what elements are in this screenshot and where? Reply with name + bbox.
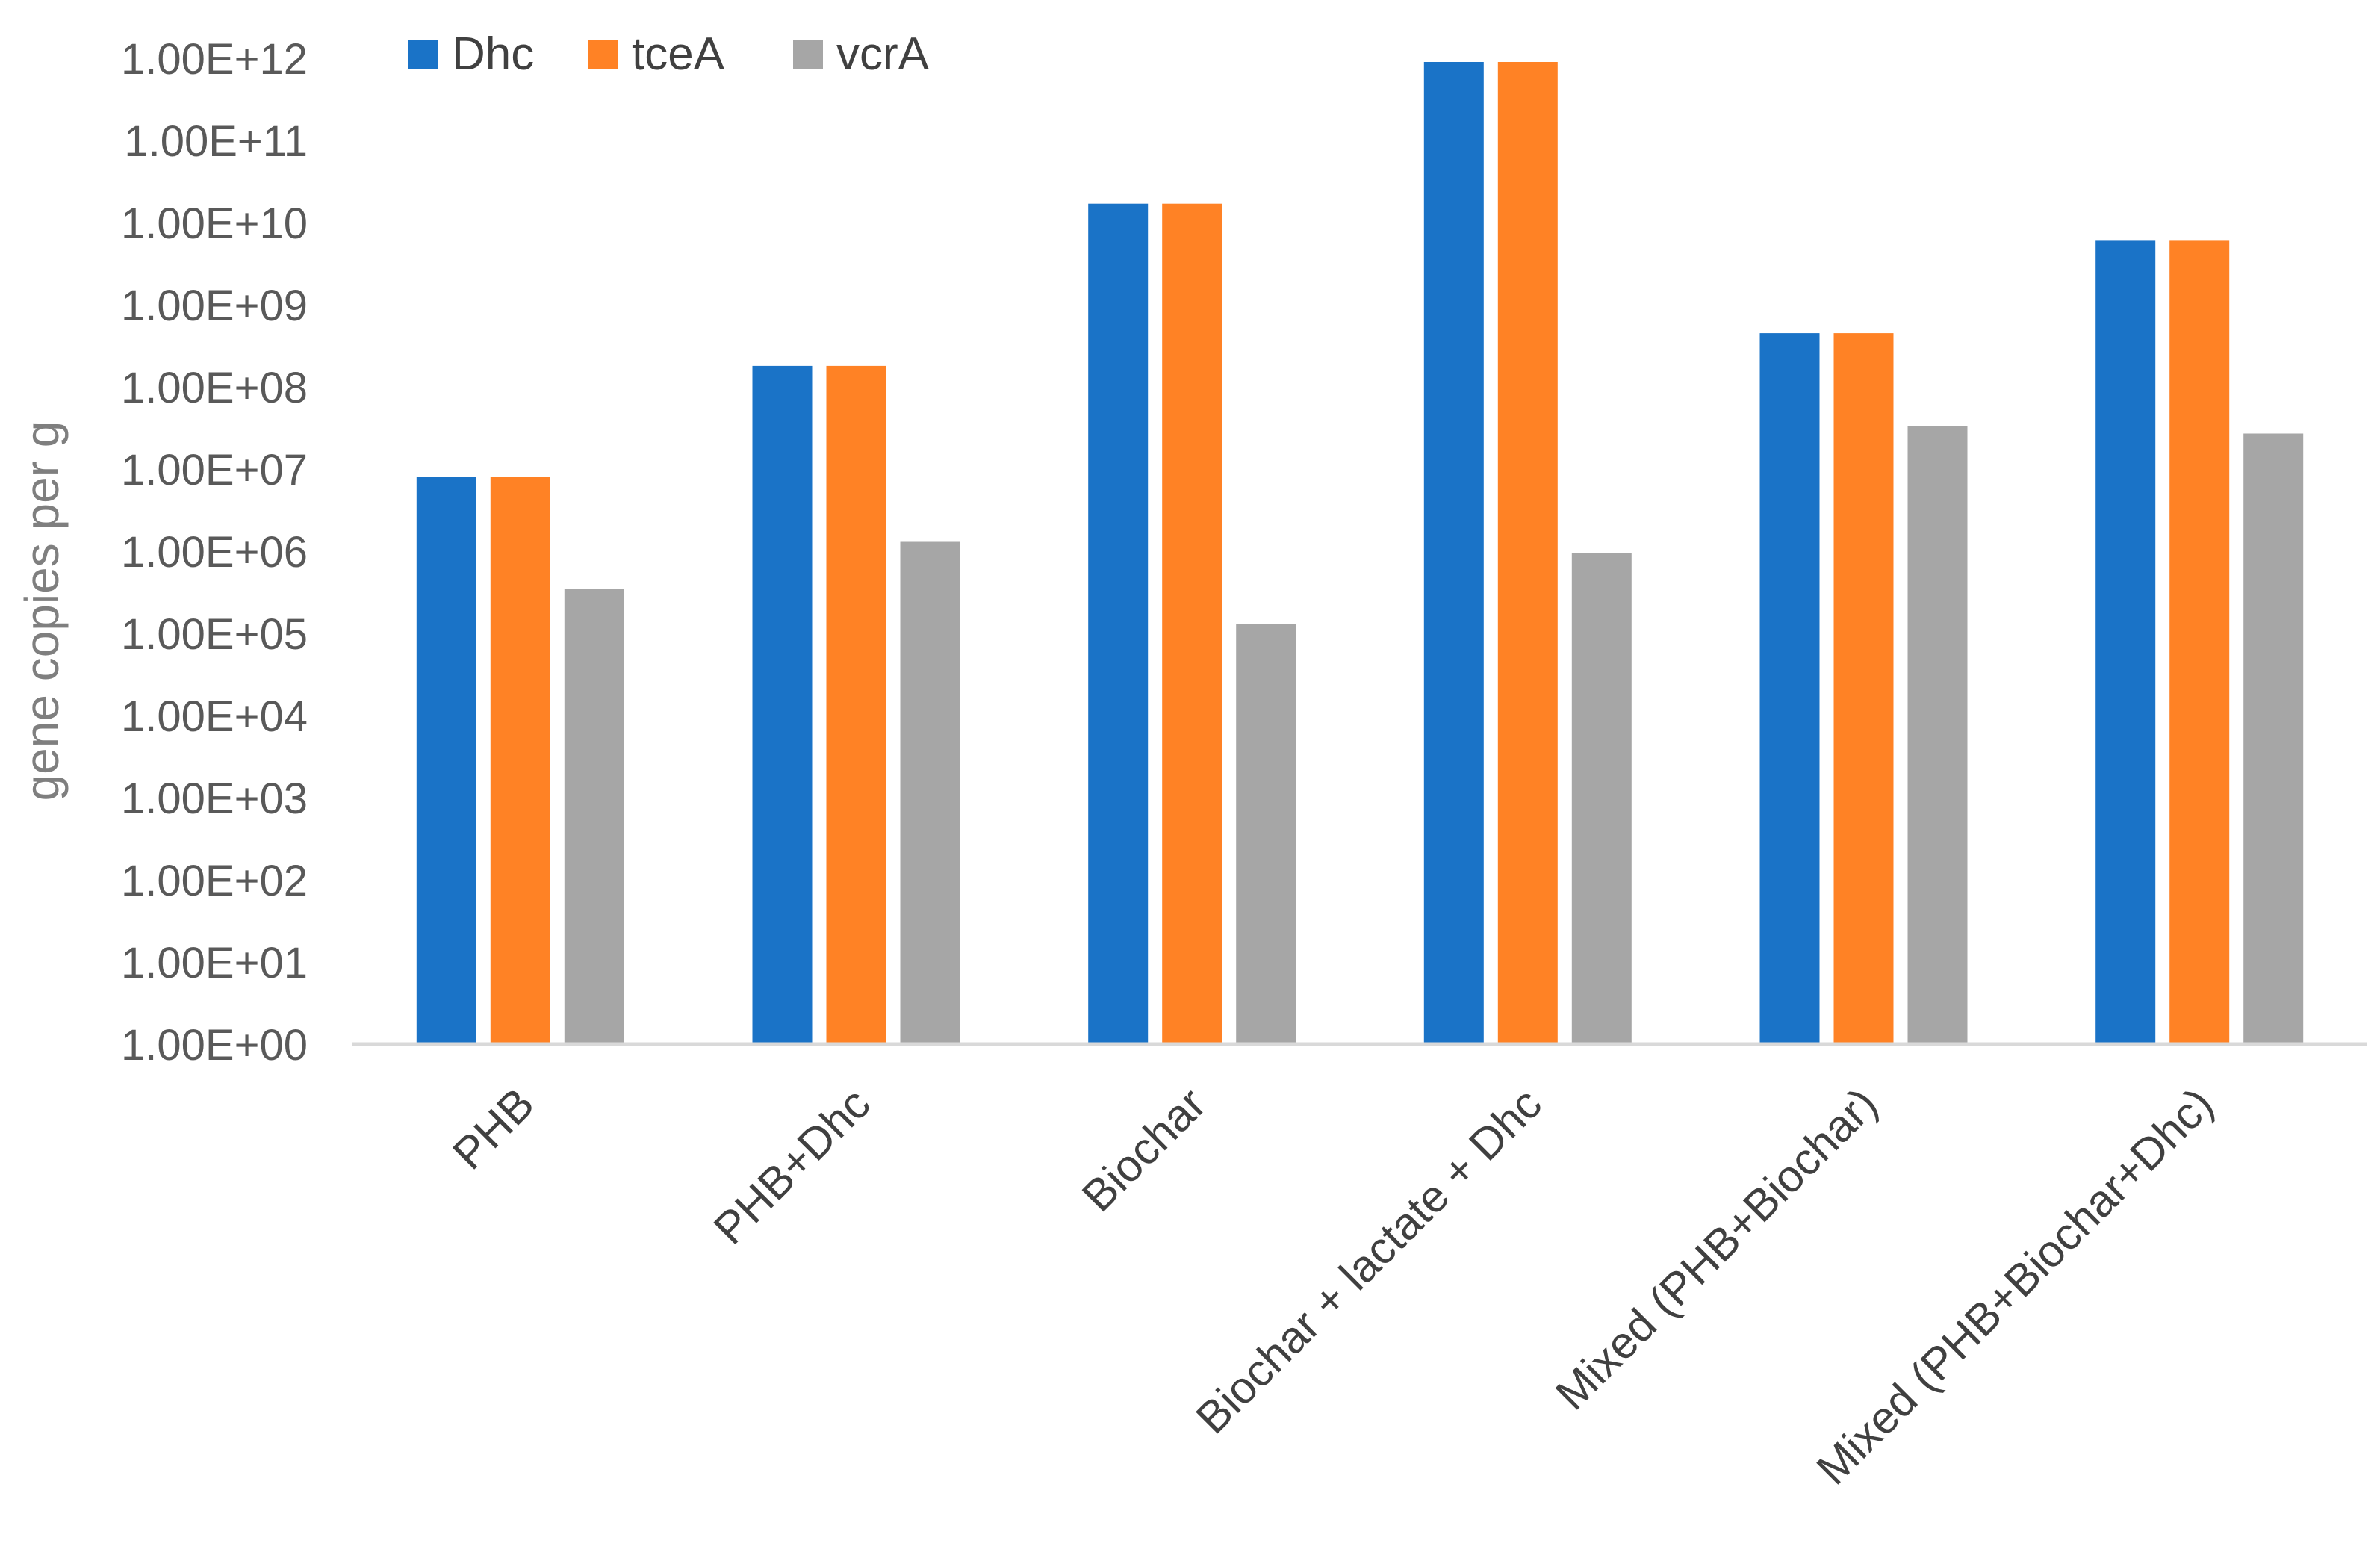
legend-swatch-tcea — [588, 40, 618, 69]
y-tick-label: 1.00E+09 — [121, 282, 308, 330]
bar-tcea-3 — [1162, 203, 1222, 1045]
bar-vcra-2 — [900, 541, 960, 1044]
legend: Dhc tceA vcrA — [408, 28, 930, 80]
legend-swatch-dhc — [408, 40, 438, 69]
x-tick-label: PHB — [443, 1079, 544, 1179]
y-tick-label: 1.00E+12 — [121, 35, 308, 84]
y-tick-label: 1.00E+03 — [121, 775, 308, 823]
legend-label-dhc: Dhc — [452, 28, 534, 80]
y-tick-label: 1.00E+01 — [121, 939, 308, 987]
bar-vcra-4 — [1571, 553, 1632, 1044]
bar-dhc-5 — [1759, 333, 1820, 1045]
legend-label-vcra: vcrA — [836, 28, 930, 80]
bar-dhc-4 — [1423, 62, 1484, 1044]
y-axis-title: gene copies per g — [15, 421, 69, 801]
bar-tcea-2 — [826, 365, 886, 1044]
y-tick-label: 1.00E+05 — [121, 610, 308, 659]
x-tick-label: Mixed (PHB+Biochar+Dhc) — [1807, 1079, 2223, 1495]
bars — [416, 62, 2304, 1045]
bar-dhc-3 — [1088, 203, 1149, 1045]
legend-label-tcea: tceA — [632, 28, 725, 80]
bar-tcea-5 — [1833, 333, 1894, 1045]
y-tick-label: 1.00E+07 — [121, 446, 308, 494]
bar-dhc-1 — [416, 477, 476, 1044]
bar-dhc-6 — [2095, 240, 2156, 1044]
y-tick-label: 1.00E+10 — [121, 199, 308, 248]
bar-tcea-4 — [1497, 62, 1558, 1044]
y-tick-label: 1.00E+11 — [124, 117, 308, 166]
x-tick-label: Mixed (PHB+Biochar) — [1546, 1079, 1886, 1419]
bar-dhc-2 — [752, 365, 813, 1044]
legend-swatch-vcra — [793, 40, 823, 69]
y-tick-label: 1.00E+06 — [121, 528, 308, 577]
y-axis-title-group: gene copies per g — [15, 421, 69, 801]
x-tick-label: PHB+Dhc — [704, 1079, 880, 1254]
y-tick-label: 1.00E+00 — [121, 1021, 308, 1070]
x-tick-label: Biochar + lactate + Dhc — [1187, 1079, 1551, 1443]
y-tick-label: 1.00E+08 — [121, 364, 308, 412]
bar-tcea-6 — [2169, 240, 2230, 1044]
y-tick-label: 1.00E+02 — [121, 857, 308, 905]
bar-vcra-1 — [564, 589, 624, 1044]
bar-vcra-3 — [1236, 624, 1296, 1044]
x-tick-label: Biochar — [1072, 1079, 1215, 1221]
y-tick-label: 1.00E+04 — [121, 692, 308, 741]
bar-vcra-6 — [2243, 433, 2304, 1044]
y-axis-ticks: 1.00E+00 1.00E+01 1.00E+02 1.00E+03 1.00E+04… — [121, 35, 308, 1070]
bar-tcea-1 — [490, 477, 550, 1044]
bar-vcra-5 — [1907, 426, 1968, 1044]
